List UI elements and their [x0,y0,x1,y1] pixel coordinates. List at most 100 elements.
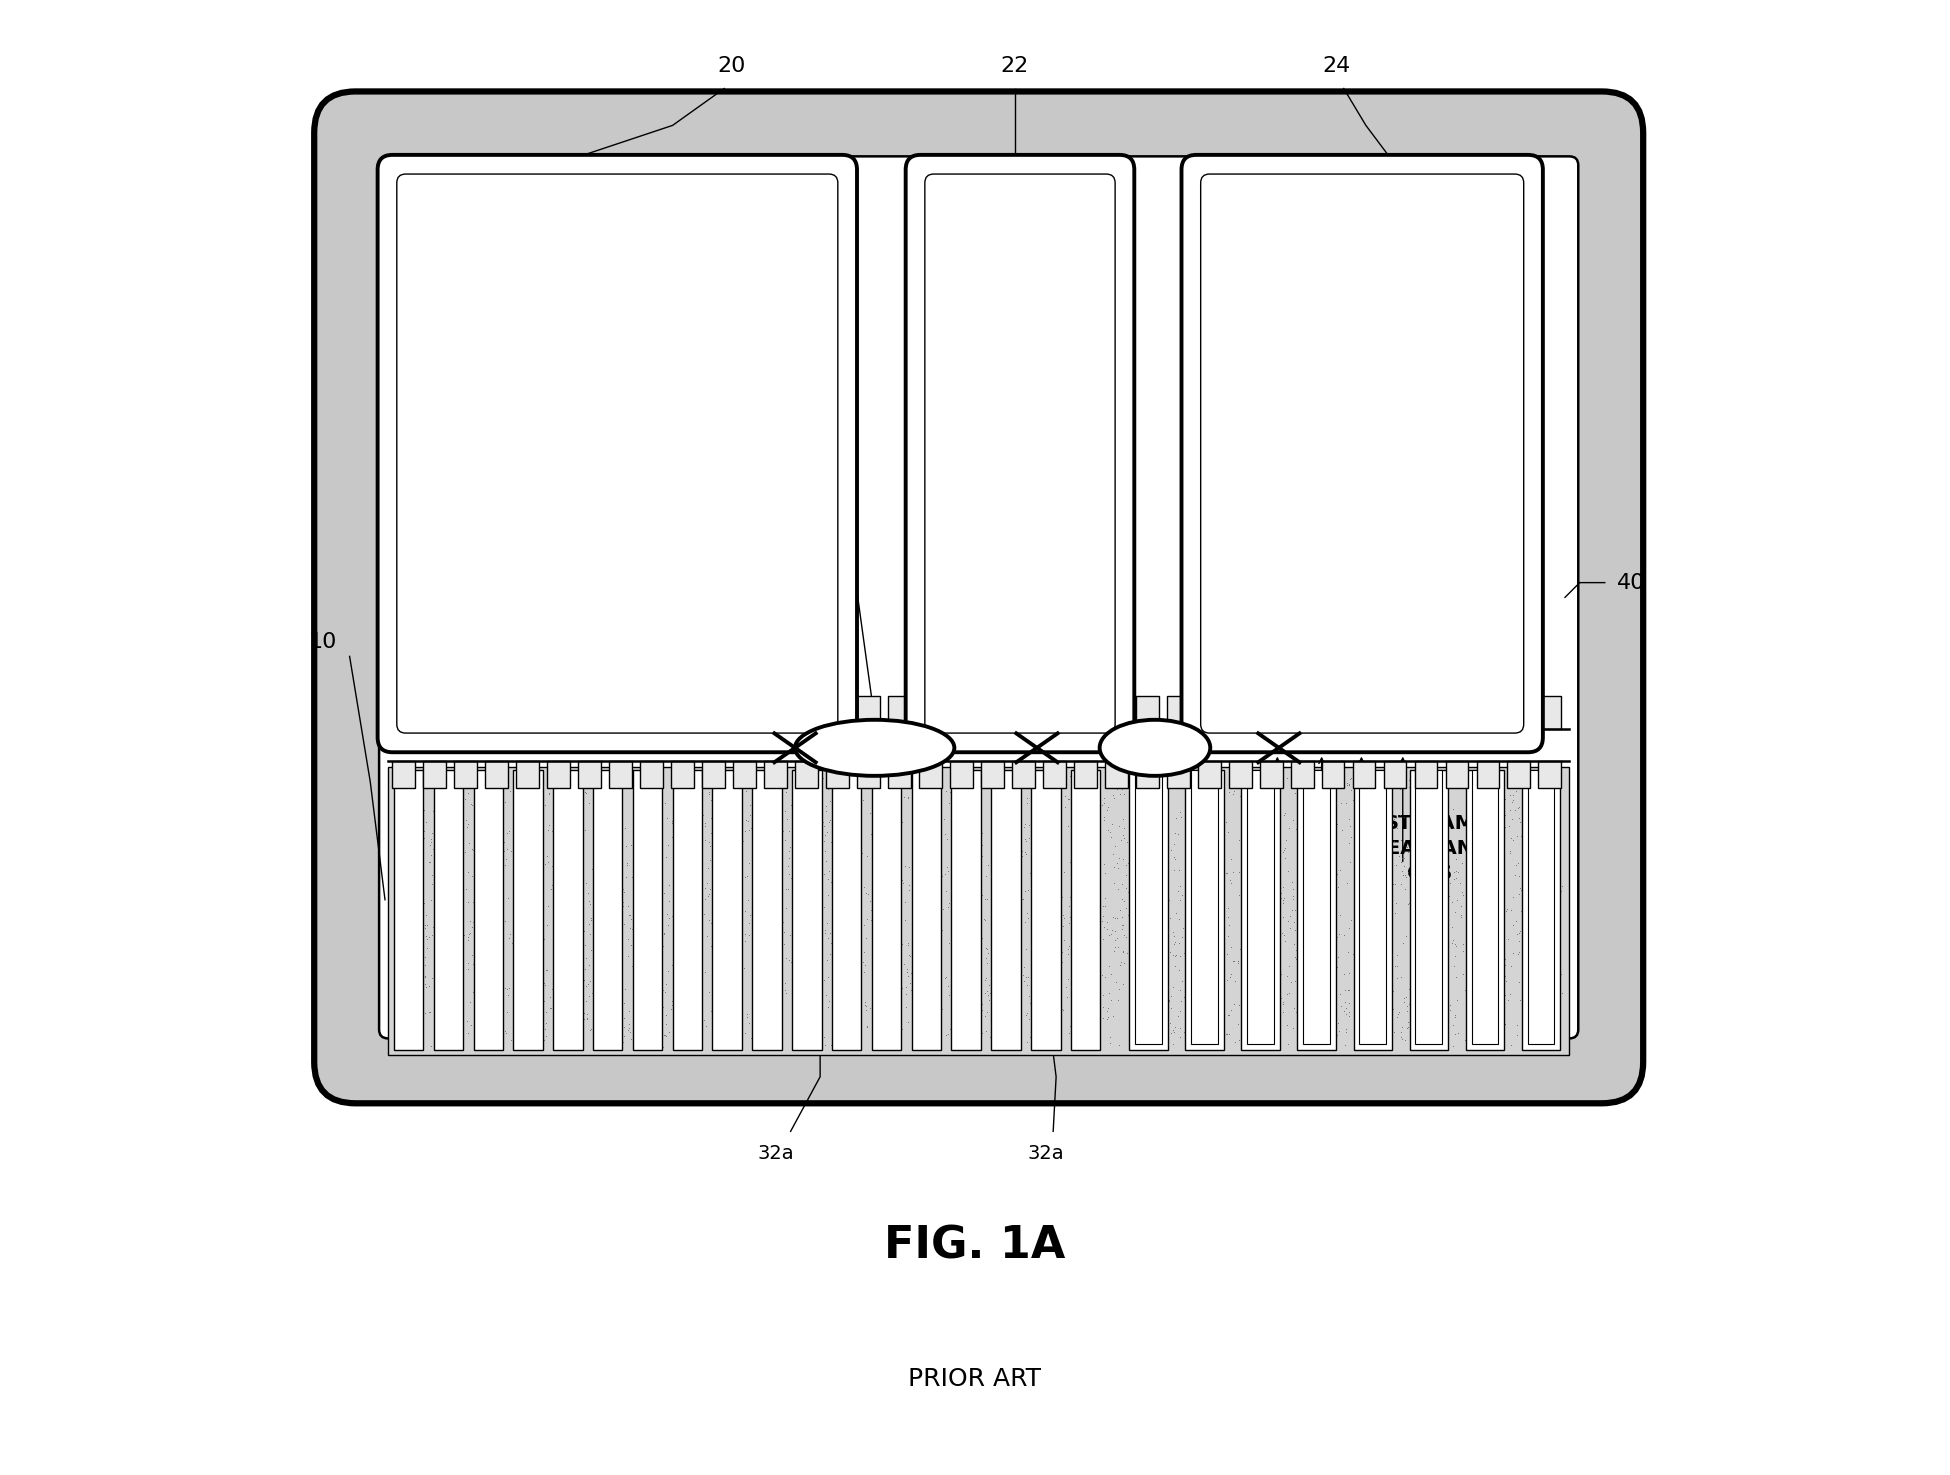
Point [1018,783,1049,807]
Point [415,888,447,912]
Point [1404,795,1435,819]
Point [675,948,706,972]
Point [686,979,718,1003]
Point [1035,1000,1067,1024]
Point [1455,895,1486,919]
Point [423,1013,454,1037]
Point [1166,916,1197,940]
Point [901,872,932,895]
Point [838,895,870,919]
Point [813,777,844,801]
Point [1332,870,1363,894]
Point [1117,1030,1149,1053]
Point [895,978,926,1002]
Point [879,792,911,816]
Point [390,801,421,825]
Point [1316,900,1347,923]
Point [1086,910,1117,934]
Point [1461,801,1492,825]
Point [589,825,620,848]
Point [1158,832,1190,855]
Point [1455,900,1486,923]
Point [423,860,454,884]
Point [1394,976,1425,1000]
Point [1102,878,1133,901]
Point [562,860,593,884]
Point [876,948,907,972]
Point [696,1015,727,1038]
Point [1074,888,1106,912]
Point [1170,962,1201,985]
Point [1149,922,1180,945]
Point [1112,879,1143,903]
Point [1461,944,1492,968]
Point [406,966,437,990]
Point [1170,1010,1201,1034]
Point [1435,870,1466,894]
Point [1363,873,1394,897]
Point [1147,892,1178,916]
Point [776,867,807,891]
Point [1207,951,1238,975]
Point [772,839,803,863]
Point [889,909,920,932]
Point [1507,788,1539,811]
Point [505,858,536,882]
FancyBboxPatch shape [924,174,1115,733]
Point [954,822,985,845]
Point [608,891,640,914]
Point [959,844,991,867]
Point [505,1012,536,1035]
Point [1410,822,1441,845]
Point [525,891,556,914]
Point [456,792,488,816]
Point [1340,978,1371,1002]
Point [735,794,766,817]
Point [739,882,770,906]
Point [784,990,815,1013]
Point [790,938,821,962]
Point [1334,771,1365,795]
Point [681,860,712,884]
Point [441,836,472,860]
Point [1340,910,1371,934]
Point [669,988,700,1012]
Point [622,844,653,867]
Point [497,836,528,860]
Point [1455,948,1486,972]
Point [796,895,827,919]
Point [1353,1027,1384,1050]
Point [441,919,472,943]
Point [1149,796,1180,820]
Point [1170,780,1201,804]
Point [1160,1015,1191,1038]
Point [1225,860,1256,884]
Point [626,999,657,1022]
Point [1384,802,1416,826]
Point [1377,836,1408,860]
Point [1418,940,1449,963]
Point [981,943,1012,966]
Point [433,979,464,1003]
Point [729,898,760,922]
Bar [796,761,817,788]
Point [932,984,963,1007]
Point [942,944,973,968]
Point [528,990,560,1013]
Point [1236,923,1268,947]
Point [844,996,876,1019]
Point [464,907,495,931]
Point [1022,829,1053,853]
Point [702,889,733,913]
Point [1074,1002,1106,1025]
Point [1322,1010,1353,1034]
Point [583,830,614,854]
Point [610,835,642,858]
Point [1351,978,1383,1002]
Point [1193,788,1225,811]
Point [1112,897,1143,920]
Point [1396,1025,1427,1049]
Point [1174,796,1205,820]
Point [1018,805,1049,829]
Point [688,814,720,838]
